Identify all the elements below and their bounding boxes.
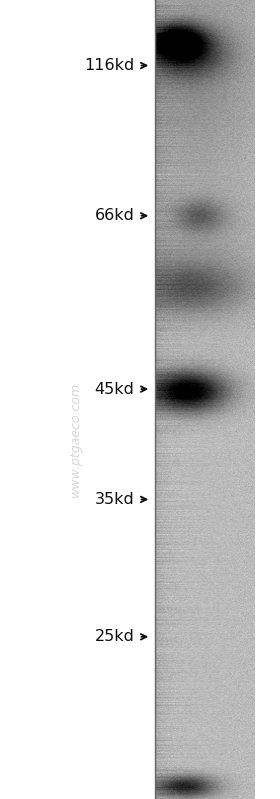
Text: 35kd: 35kd xyxy=(95,492,134,507)
Text: 66kd: 66kd xyxy=(95,209,134,223)
Text: 25kd: 25kd xyxy=(95,630,134,644)
Text: www.ptgaeco.com: www.ptgaeco.com xyxy=(69,382,82,497)
Text: 116kd: 116kd xyxy=(84,58,134,73)
Text: 45kd: 45kd xyxy=(95,382,134,396)
